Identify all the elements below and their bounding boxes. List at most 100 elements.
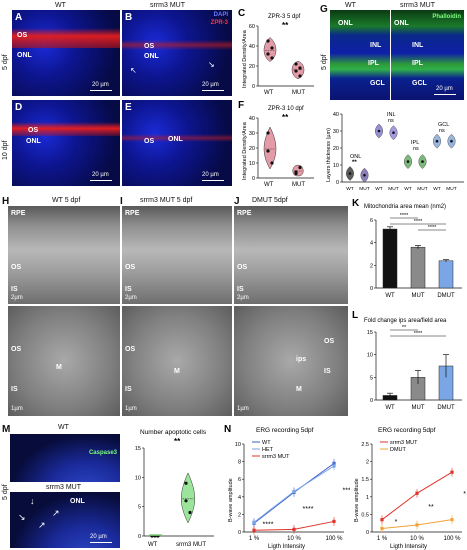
data-point: [252, 520, 256, 524]
m-label-wt: WT: [58, 424, 69, 431]
legend-caspase3: Caspase3: [88, 450, 117, 456]
x-tick-label: WT: [404, 186, 412, 192]
y-tick-label: 2.5: [361, 442, 369, 448]
chart-g: 0 10 20 30 40 WT MUT WT MUT WT MUT WT MUT Layers thi…: [326, 112, 464, 192]
label-m: M: [174, 368, 180, 375]
g-label-mut: srrm3 MUT: [400, 2, 435, 9]
label-ipl: IPL: [412, 60, 423, 67]
bar: [382, 228, 398, 289]
chart-f-sig: **: [282, 113, 289, 122]
label-gcl: GCL: [370, 80, 385, 87]
y-tick-label: 10: [249, 161, 255, 167]
zpr3-band: [12, 122, 120, 136]
legend-phalloidin: Phalloidin: [432, 14, 461, 20]
x-tick-label: WT: [375, 186, 383, 192]
scale-bar: [202, 180, 224, 181]
scale-text: 20 µm: [202, 172, 219, 178]
panel-letter-g: G: [320, 4, 328, 15]
chart-f-x-wt: WT: [264, 182, 274, 188]
data-point: [294, 62, 298, 66]
chart-c-title: ZPR-3 5 dpf: [268, 14, 301, 20]
chart-f-plot: 0 10 20 30 40: [249, 116, 314, 182]
chart-f-x-mut: MUT: [292, 182, 305, 188]
y-tick-label: 0: [252, 84, 255, 90]
arrow-icon: ↗: [38, 520, 46, 530]
chart-g-group-inl: INL: [387, 112, 396, 118]
arrow-icon: ↘: [208, 60, 215, 69]
data-point: [266, 131, 270, 135]
data-point: [298, 165, 302, 170]
g-divider: [390, 10, 391, 100]
zpr3-band: [122, 40, 232, 50]
data-point: [298, 74, 302, 78]
label-onl: ONL: [338, 20, 353, 27]
label-os: OS: [17, 32, 28, 39]
y-tick-label: 60: [249, 24, 255, 30]
y-tick-label: 1: [366, 495, 369, 501]
legend-label: WT: [262, 440, 271, 446]
data-point: [184, 499, 188, 503]
sig-label: ****: [414, 219, 423, 225]
x-tick-label: 10 %: [410, 536, 424, 542]
data-point: [415, 491, 419, 495]
chart-n-right-plot: 00.511.522.51 % 10 % 100 %srrm3 MUTDMUT***…: [361, 440, 466, 542]
chart-k: K Mitochondria area mean (nm2) 0 2 4 6 WT MUT…: [352, 198, 462, 299]
scale-text: 2µm: [237, 295, 249, 301]
y-tick-label: 0.5: [361, 512, 369, 518]
arrow-icon: ↗: [52, 508, 60, 518]
chart-m-x-wt: WT: [148, 542, 158, 548]
y-tick-label: 20: [333, 146, 339, 152]
x-tick-label: WT: [385, 405, 395, 411]
g-label-age: 5 dpf: [321, 54, 328, 70]
x-tick-label: MUT: [446, 186, 456, 192]
chart-k-title: Mitochondria area mean (nm2): [364, 204, 446, 210]
panel-title-j: DMUT 5dpf: [252, 197, 288, 204]
em-h-top: RPE OS IS 2µm: [8, 206, 120, 304]
label-is: IS: [125, 286, 132, 293]
chart-n-left-ylabel: B-wave amplitude: [228, 478, 234, 522]
label-inl: INL: [412, 42, 424, 49]
sig-label: ****: [414, 331, 423, 337]
y-tick-label: 2: [238, 512, 241, 518]
legend-label: srrm3 MUT: [262, 454, 290, 460]
data-point: [294, 170, 298, 174]
chart-m-x-mut: srrm3 MUT: [176, 542, 206, 548]
y-tick-label: 1.5: [361, 477, 369, 483]
chart-l: L Fold change ips area/field area 0 5 10 15…: [352, 310, 462, 411]
chart-g-sig-ipl: ns: [413, 146, 419, 152]
label-os: OS: [11, 264, 22, 271]
sig-label: ****: [400, 213, 409, 219]
data-point: [363, 173, 366, 177]
scale-bar: [90, 90, 112, 91]
scale-bar: [434, 94, 456, 95]
y-tick-label: 30: [249, 131, 255, 137]
chart-g-ylabel: Layers thickness (µm): [326, 128, 332, 182]
chart-n-left-title: ERG recording 5dpf: [256, 427, 314, 434]
x-tick-label: WT: [433, 186, 441, 192]
data-point: [348, 172, 352, 175]
y-tick-label: 5: [138, 505, 141, 511]
data-point: [332, 519, 336, 524]
data-point: [270, 161, 274, 165]
label-is: IS: [125, 386, 132, 393]
label-onl: ONL: [394, 20, 409, 27]
label-os: OS: [237, 264, 248, 271]
panel-letter-i: I: [120, 196, 123, 207]
em-i-top: RPE OS IS 2µm: [122, 206, 232, 304]
panel-letter-c: C: [238, 8, 245, 19]
panel-letter-l: L: [352, 310, 358, 321]
panel-letter-h: H: [2, 196, 10, 207]
label-onl: ONL: [26, 138, 41, 145]
col-label-wt: WT: [55, 2, 66, 9]
panel-letter-a: A: [15, 12, 23, 23]
chart-g-sig-onl: **: [352, 160, 357, 166]
label-is: IS: [324, 368, 331, 375]
x-tick-label: DMUT: [437, 405, 455, 411]
data-point: [292, 489, 296, 494]
scale-text: 1µm: [11, 406, 23, 412]
x-tick-label: WT: [385, 293, 395, 299]
sig-label: ****: [263, 522, 274, 529]
data-point: [270, 56, 274, 60]
data-point: [266, 149, 270, 153]
label-rpe: RPE: [125, 210, 140, 217]
